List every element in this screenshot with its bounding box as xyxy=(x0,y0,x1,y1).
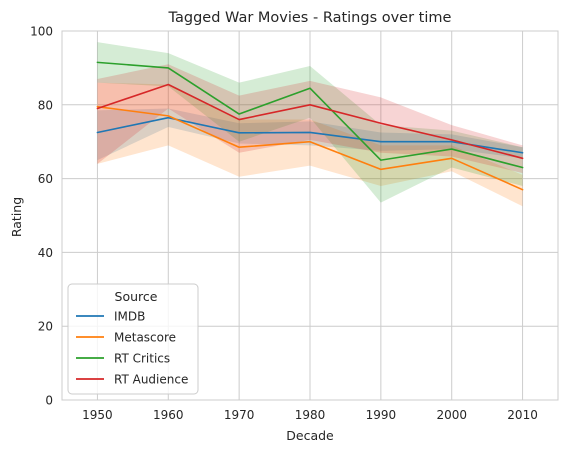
x-tick-label: 1950 xyxy=(82,408,113,422)
x-tick-label: 1960 xyxy=(153,408,184,422)
rt-critics-confidence-band xyxy=(97,42,523,203)
y-tick-label: 60 xyxy=(38,172,53,186)
y-tick-label: 40 xyxy=(38,246,53,260)
y-tick-labels: 0 20 40 60 80 100 xyxy=(30,25,53,408)
x-tick-label: 2010 xyxy=(507,408,538,422)
y-tick-label: 100 xyxy=(30,25,53,39)
x-tick-labels: 1950 1960 1970 1980 1990 2000 2010 xyxy=(82,408,538,422)
x-axis-label: Decade xyxy=(286,428,334,443)
chart-title: Tagged War Movies - Ratings over time xyxy=(168,10,452,26)
y-axis-label: Rating xyxy=(9,197,24,237)
legend-entries: IMDB Metascore RT Critics RT Audience xyxy=(76,310,188,387)
legend-item-metascore: Metascore xyxy=(76,331,176,345)
plot-frame xyxy=(61,30,559,401)
legend-label: Metascore xyxy=(114,331,176,345)
legend-item-rt-critics: RT Critics xyxy=(76,352,170,366)
imdb-confidence-band xyxy=(97,108,523,161)
x-tick-label: 1970 xyxy=(224,408,255,422)
legend-label: RT Critics xyxy=(114,352,170,366)
y-tick-label: 20 xyxy=(38,320,53,334)
metascore-confidence-band xyxy=(97,82,523,207)
y-tick-label: 0 xyxy=(45,394,53,408)
x-tick-label: 1990 xyxy=(366,408,397,422)
x-tick-label: 1980 xyxy=(295,408,326,422)
legend-box xyxy=(67,283,199,395)
series-lines xyxy=(96,61,524,191)
y-tick-label: 80 xyxy=(38,98,53,112)
legend-label: IMDB xyxy=(114,310,145,324)
legend-title: Source xyxy=(115,289,158,304)
legend-item-imdb: IMDB xyxy=(76,310,145,324)
legend-item-rt-audience: RT Audience xyxy=(76,373,188,387)
x-tick-label: 2000 xyxy=(436,408,467,422)
legend: Source IMDB Metascore RT Critics RT Audienc… xyxy=(67,283,199,395)
legend-label: RT Audience xyxy=(114,373,188,387)
